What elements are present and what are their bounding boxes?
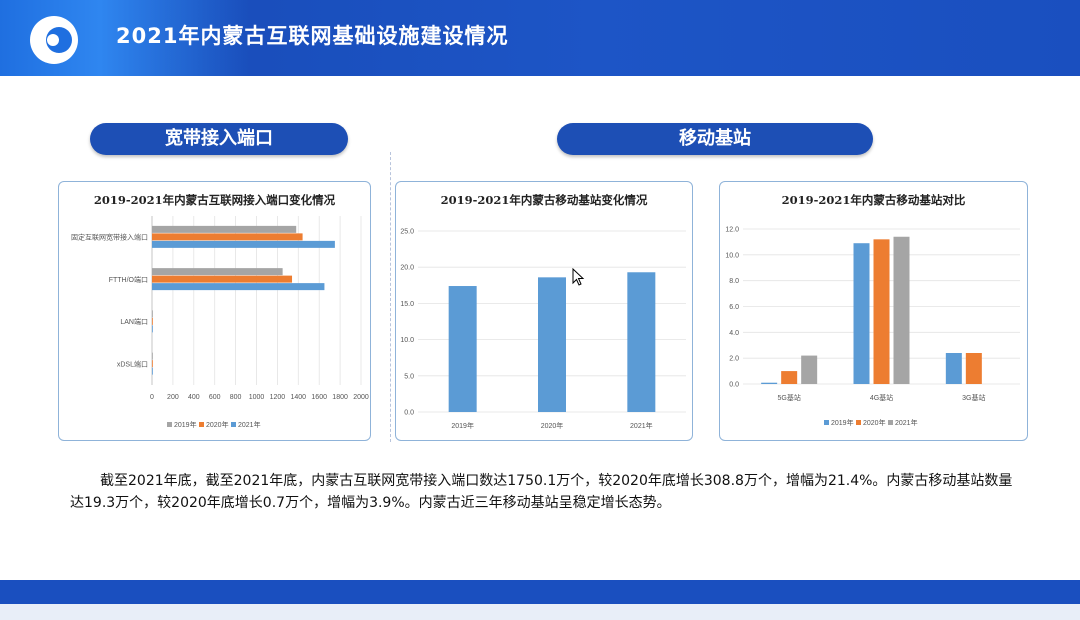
footer-bar	[0, 580, 1080, 604]
legend-label: 2019年	[831, 418, 854, 427]
bar	[152, 240, 335, 248]
bar	[781, 371, 798, 384]
x-tick-label: 1800	[332, 394, 348, 401]
bar	[761, 382, 778, 384]
y-tick-label: 5.0	[404, 373, 414, 380]
bar	[152, 325, 153, 333]
bar	[152, 283, 325, 291]
x-tick-label: 1200	[270, 394, 286, 401]
legend-swatch	[888, 420, 893, 425]
bar	[152, 275, 293, 283]
y-tick-label: 4.0	[729, 330, 739, 337]
x-category-label: 2020年	[541, 421, 564, 430]
x-tick-label: 1600	[311, 394, 327, 401]
bar	[538, 277, 566, 412]
chart-title: 2019-2021年内蒙古移动基站变化情况	[440, 193, 648, 207]
y-tick-label: 6.0	[729, 304, 739, 311]
summary-paragraph: 截至2021年底，截至2021年底，内蒙古互联网宽带接入端口数达1750.1万个…	[70, 473, 1013, 511]
y-category-label: LAN端口	[120, 317, 148, 326]
legend-swatch	[824, 420, 829, 425]
x-tick-label: 1000	[249, 394, 265, 401]
y-tick-label: 15.0	[400, 301, 414, 308]
y-tick-label: 20.0	[400, 265, 414, 272]
bar	[152, 233, 303, 241]
chart-base-station-comparison: 0.0 2.0 4.0 6.0 8.0 10.0 12.0 5G基站 4G基站 3G基站 2019年…	[725, 227, 1020, 427]
bar	[627, 272, 656, 412]
section-divider	[390, 152, 391, 442]
y-category-label: 固定互联网宽带接入端口	[71, 233, 148, 242]
y-tick-label: 0.0	[404, 410, 414, 417]
chart-panel-mobile-base-stations: 2019-2021年内蒙古移动基站变化情况 0.0 5.0 10.0 15.0 20.0…	[395, 181, 693, 441]
x-tick-label: 600	[209, 394, 221, 401]
y-tick-label: 10.0	[725, 252, 739, 259]
y-tick-label: 8.0	[729, 278, 739, 285]
legend-swatch	[199, 422, 204, 427]
bar	[152, 310, 153, 318]
bar	[853, 243, 870, 384]
legend-label: 2021年	[238, 420, 261, 429]
chart-panel-broadband-ports: 2019-2021年内蒙古互联网接入端口变化情况 0 200 400 600 800 10…	[58, 181, 371, 441]
bar	[448, 286, 477, 412]
bar	[945, 353, 962, 384]
chart-mobile-base-stations: 0.0 5.0 10.0 15.0 20.0 25.0 2019年 2020年 2021年	[400, 229, 686, 430]
x-category-label: 3G基站	[962, 393, 985, 402]
y-tick-label: 10.0	[400, 337, 414, 344]
legend-label: 2020年	[863, 418, 886, 427]
x-tick-label: 800	[230, 394, 242, 401]
bar	[152, 367, 153, 375]
chart-broadband-ports: 0 200 400 600 800 1000 1200 1400 1600 1800 2000 固定互…	[71, 216, 369, 429]
y-category-label: FTTH/O端口	[109, 275, 148, 284]
x-tick-label: 1400	[291, 394, 307, 401]
bar	[965, 353, 982, 384]
legend-swatch	[856, 420, 861, 425]
y-tick-label: 25.0	[400, 229, 414, 236]
x-category-label: 2019年	[451, 421, 474, 430]
y-tick-label: 2.0	[729, 356, 739, 363]
bar	[152, 268, 283, 276]
x-tick-label: 0	[150, 394, 154, 401]
bar	[893, 236, 910, 384]
page-title: 2021年内蒙古互联网基础设施建设情况	[116, 24, 509, 48]
bar	[801, 355, 818, 384]
legend-label: 2020年	[206, 420, 229, 429]
bar	[873, 239, 890, 384]
legend-swatch	[231, 422, 236, 427]
footer-strip	[0, 604, 1080, 620]
x-tick-label: 200	[167, 394, 179, 401]
x-category-label: 4G基站	[870, 393, 893, 402]
legend-label: 2019年	[174, 420, 197, 429]
x-tick-label: 400	[188, 394, 200, 401]
bar	[152, 352, 153, 360]
header-bar: 2021年内蒙古互联网基础设施建设情况	[0, 0, 1080, 76]
chart-title: 2019-2021年内蒙古移动基站对比	[781, 193, 966, 207]
y-tick-label: 12.0	[725, 227, 739, 234]
bar	[152, 360, 153, 368]
x-tick-label: 2000	[353, 394, 369, 401]
y-category-label: xDSL端口	[117, 359, 148, 368]
x-category-label: 2021年	[630, 421, 653, 430]
chart-title: 2019-2021年内蒙古互联网接入端口变化情况	[93, 193, 336, 207]
bar	[152, 317, 153, 325]
mouse-cursor-icon	[572, 268, 585, 286]
y-tick-label: 0.0	[729, 382, 739, 389]
legend-label: 2021年	[895, 418, 918, 427]
x-category-label: 5G基站	[777, 393, 800, 402]
chart-panel-base-station-comparison: 2019-2021年内蒙古移动基站对比 0.0 2.0 4.0 6.0 8.0 10.0 1…	[719, 181, 1028, 441]
bar	[152, 225, 297, 233]
logo-icon	[30, 16, 78, 64]
legend-swatch	[167, 422, 172, 427]
section-pill-mobile: 移动基站	[557, 123, 873, 155]
section-pill-broadband: 宽带接入端口	[90, 123, 348, 155]
